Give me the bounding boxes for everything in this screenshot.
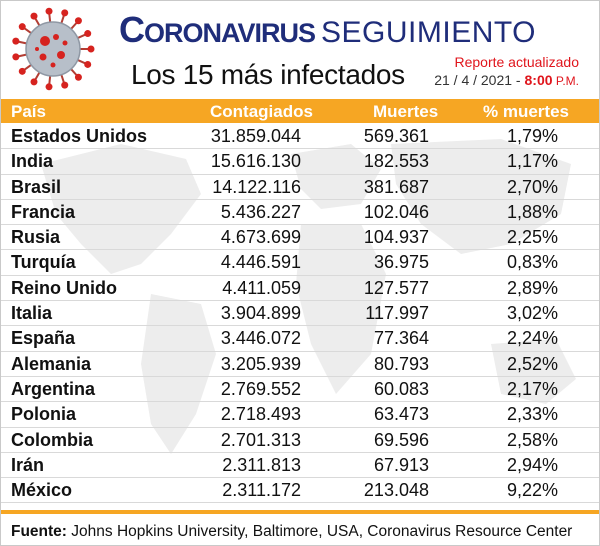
cell-country: Polonia [11,404,77,425]
cell-pct: 2,33% [506,404,558,425]
cell-cases: 14.122.116 [212,176,301,197]
column-header-cases: Contagiados [210,102,313,121]
cell-pct: 0,83% [506,252,558,273]
cell-deaths: 69.596 [373,429,429,450]
cell-country: Francia [11,201,76,222]
cell-country: Argentina [11,378,96,399]
table-row: Brasil 14.122.116 381.687 2,70% [1,175,599,200]
cell-pct: 2,25% [506,227,558,248]
cell-deaths: 381.687 [363,176,429,197]
cell-cases: 5.436.227 [220,201,301,222]
cell-deaths: 102.046 [363,201,429,222]
column-header-deaths: Muertes [373,102,439,121]
cell-cases: 4.411.059 [222,277,301,298]
cell-cases: 15.616.130 [210,151,301,172]
cell-pct: 1,79% [506,126,558,146]
cell-deaths: 67.913 [373,454,429,475]
source-footer: Fuente: Johns Hopkins University, Baltim… [1,510,599,545]
cell-country: Colombia [11,429,94,450]
cell-deaths: 117.997 [365,303,429,324]
table-header: País Contagiados Muertes % muertes [1,99,599,123]
title-rest: ORONAVIRUS [144,18,316,48]
report-date: 21 / 4 / 2021 - 8:00 P.M. [434,72,579,88]
cell-deaths: 63.473 [373,404,429,425]
cell-pct: 2,24% [506,328,558,349]
cell-pct: 9,22% [506,480,558,501]
table-row: Polonia 2.718.493 63.473 2,33% [1,402,599,428]
cell-country: México [11,480,73,501]
table-row: India 15.616.130 182.553 1,17% [1,149,599,175]
title-initial: C [119,9,145,50]
report-ampm: P.M. [552,74,579,88]
table-row: Irán 2.311.813 67.913 2,94% [1,453,599,479]
column-header-pct: % muertes [483,102,569,121]
cell-pct: 1,88% [506,201,558,222]
title-suffix: SEGUIMIENTO [321,16,536,49]
cell-deaths: 60.083 [373,378,429,399]
table-row: Argentina 2.769.552 60.083 2,17% [1,377,599,403]
cell-deaths: 127.577 [363,277,429,298]
cell-country: Brasil [11,176,62,197]
table-body: Estados Unidos 31.859.044 569.361 1,79% Indi… [1,124,599,504]
cell-cases: 2.718.493 [220,404,301,425]
page-title: CORONAVIRUS SEGUIMIENTO [119,9,536,51]
cell-cases: 2.311.172 [222,480,301,501]
table-row: España 3.446.072 77.364 2,24% [1,326,599,352]
cell-pct: 2,70% [506,176,558,197]
cell-cases: 3.904.899 [220,303,301,324]
table-row: México 2.311.172 213.048 9,22% [1,478,599,504]
cell-cases: 2.769.552 [220,378,301,399]
title-main: CORONAVIRUS [119,9,316,50]
cell-deaths: 80.793 [373,353,429,374]
cell-pct: 3,02% [506,303,558,324]
report-time: 8:00 [524,72,553,88]
world-map-icon [41,139,576,454]
table-row: Italia 3.904.899 117.997 3,02% [1,301,599,327]
cell-country: España [11,328,76,349]
table-row: Reino Unido 4.411.059 127.577 2,89% [1,276,599,302]
source-label: Fuente: [11,523,67,540]
cell-deaths: 182.553 [363,151,429,172]
cell-deaths: 569.361 [363,126,429,146]
cell-cases: 4.673.699 [220,227,301,248]
column-header-country: País [11,102,46,121]
cell-cases: 2.311.813 [222,454,301,475]
table-row: Turquía 4.446.591 36.975 0,83% [1,250,599,276]
cell-country: Alemania [11,353,92,374]
cell-pct: 2,94% [506,454,558,475]
cell-country: Estados Unidos [11,126,148,146]
report-date-value: 21 / 4 / 2021 - [434,72,525,88]
cell-country: Turquía [11,252,76,273]
coronavirus-icon [12,7,95,91]
cell-cases: 4.446.591 [220,252,301,273]
cell-deaths: 36.975 [373,252,429,273]
table-row: Estados Unidos 31.859.044 569.361 1,79% [1,124,599,150]
cell-pct: 2,58% [506,429,558,450]
cell-cases: 3.446.072 [220,328,301,349]
cell-country: India [11,151,54,172]
cell-pct: 2,52% [506,353,558,374]
cell-country: Italia [11,303,53,324]
cell-deaths: 77.364 [373,328,429,349]
cell-cases: 2.701.313 [220,429,301,450]
cell-cases: 31.859.044 [210,126,301,146]
table-row: Rusia 4.673.699 104.937 2,25% [1,225,599,251]
cell-pct: 1,17% [506,151,558,172]
cell-deaths: 213.048 [363,480,429,501]
cell-pct: 2,89% [506,277,558,298]
cell-country: Rusia [11,227,61,248]
cell-cases: 3.205.939 [220,353,301,374]
cell-country: Reino Unido [11,277,117,298]
cell-deaths: 104.937 [363,227,429,248]
table-row: Colombia 2.701.313 69.596 2,58% [1,428,599,453]
table-row: Alemania 3.205.939 80.793 2,52% [1,352,599,377]
cell-pct: 2,17% [506,378,558,399]
cell-country: Irán [11,454,45,475]
source-text: Johns Hopkins University, Baltimore, USA… [66,523,573,540]
table-row: Francia 5.436.227 102.046 1,88% [1,200,599,226]
report-label: Reporte actualizado [454,54,579,70]
page-subtitle: Los 15 más infectados [131,59,405,90]
